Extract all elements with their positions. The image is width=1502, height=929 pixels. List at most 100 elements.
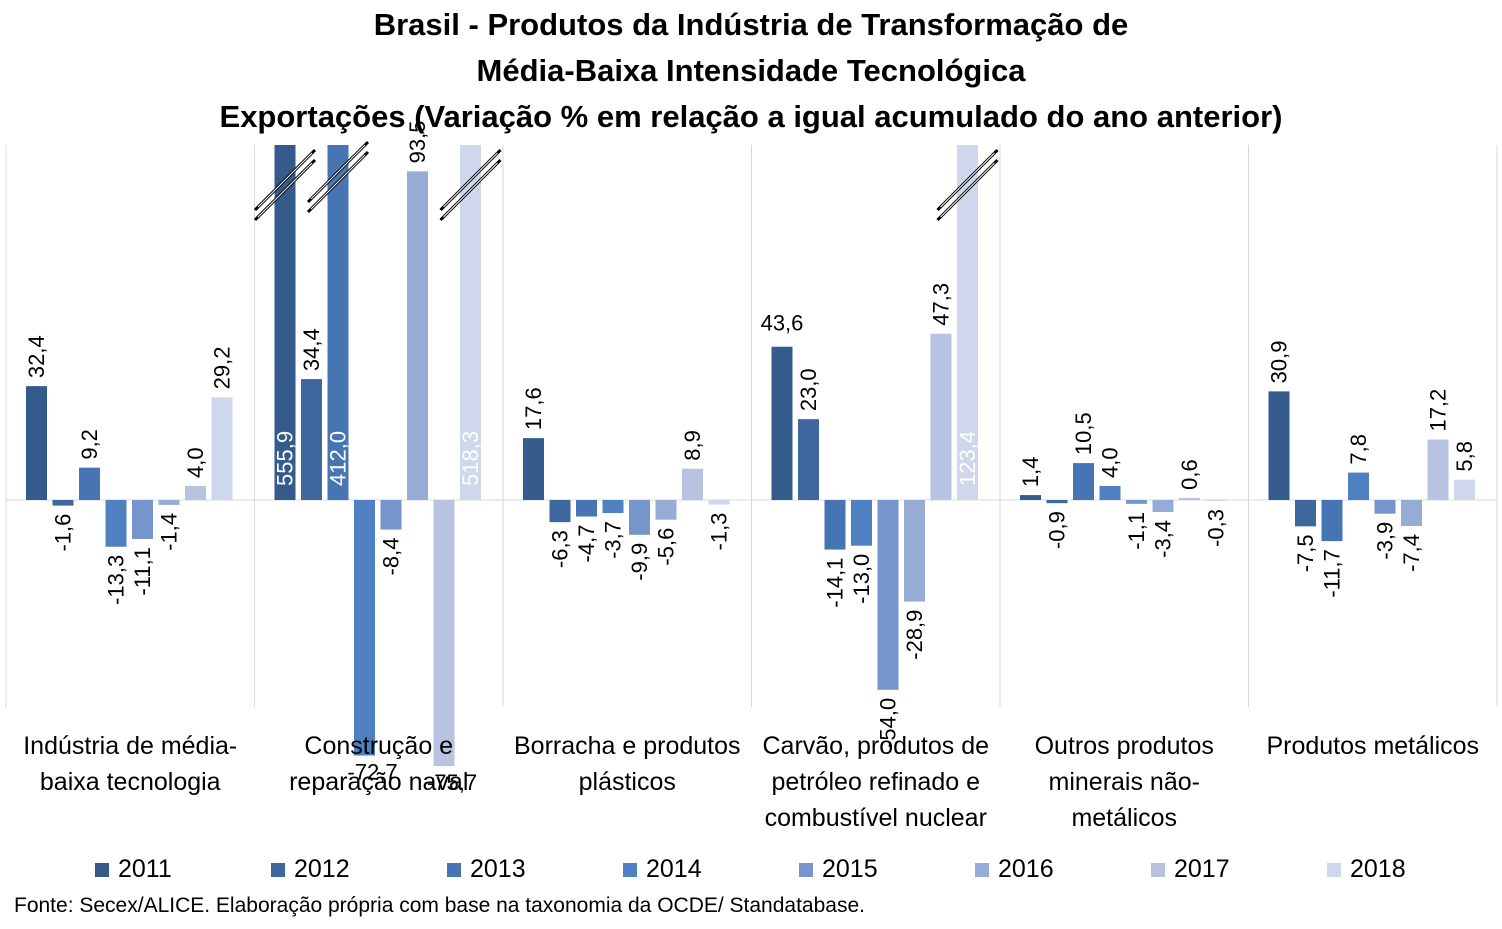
legend-swatch [1151,862,1165,877]
data-label: -75,7 [427,770,477,795]
data-label: -11,7 [1320,549,1345,598]
axis-break-mark-gap [257,162,313,218]
data-label: -6,3 [548,530,573,568]
data-label: -9,9 [627,543,652,581]
axis-break-mark-gap [443,152,498,208]
legend-label: 2013 [470,855,526,883]
legend-item: 2012 [271,855,447,884]
bar-2016-2 [655,500,677,520]
legend-swatch [975,862,989,877]
bar-2018-4 [1205,500,1227,502]
bar-2013-5 [1321,500,1343,542]
bar-2016-5 [1401,500,1422,527]
bar-2012-4 [1046,500,1068,504]
category-label: Produtos metálicos [1266,732,1479,760]
legend-label: 2018 [1350,855,1406,883]
legend-label: 2012 [294,855,350,883]
category-label: Indústria de média- [23,732,237,760]
bar-2016-3 [904,500,925,602]
category-label: plásticos [579,768,676,796]
bar-2014-4 [1099,485,1121,500]
data-label: 47,3 [929,283,954,326]
category-label: reparação naval [289,768,468,796]
bar-2015-2 [629,500,650,535]
category-label: minerais não- [1049,768,1200,796]
bar-2018-5 [1454,479,1475,500]
data-label: 4,0 [183,447,208,478]
legend-item: 2016 [975,855,1151,884]
data-label: -5,6 [654,528,679,566]
legend-item: 2014 [623,855,799,884]
bar-2014-2 [602,500,624,514]
data-label: 34,4 [299,328,324,371]
legend-swatch [95,862,109,877]
legend-item: 2011 [95,855,271,884]
category-label: baixa tecnologia [40,768,221,796]
axis-break-mark-gap [310,144,366,200]
data-label: 518,3 [458,431,483,486]
data-label: 0,6 [1177,459,1202,490]
data-label: 5,8 [1452,441,1477,472]
legend-label: 2014 [646,855,702,883]
bar-2012-5 [1295,500,1316,527]
data-label: 555,9 [273,431,298,486]
category-label: metálicos [1071,804,1177,832]
axis-break-mark-gap [940,152,995,208]
chart-title-line-1: Brasil - Produtos da Indústria de Transf… [373,7,1129,42]
category-label: Carvão, produtos de [762,732,989,760]
data-label: -8,4 [379,538,404,576]
chart-title-line-2: Média-Baixa Intensidade Tecnológica [476,53,1026,88]
bar-2015-3 [877,500,899,690]
legend-item: 2015 [799,855,975,884]
bar-2017-3 [930,333,952,500]
data-label: 1,4 [1018,456,1043,487]
legend-swatch [271,862,285,877]
legend-label: 2015 [822,855,878,883]
data-label: -3,9 [1373,522,1398,560]
data-label: 32,4 [24,335,49,378]
category-label: petróleo refinado e [772,768,980,796]
legend-swatch [799,862,813,877]
bar-2011-1 [274,145,296,500]
data-label: 4,0 [1098,447,1123,478]
bar-2013-4 [1073,463,1094,500]
legend-swatch [447,862,461,877]
chart-title-line-3: Exportações (Variação % em relação a igu… [219,99,1283,134]
legend: 2011 2012 2013 2014 2015 2016 2017 2018 [95,855,1502,884]
bar-2014-1 [354,500,375,756]
data-label: -28,9 [902,610,927,660]
data-label: -14,1 [823,558,848,608]
bar-2014-3 [851,500,872,546]
data-label: -13,0 [849,554,874,604]
bar-2011-2 [523,438,544,500]
bar-2012-3 [798,419,819,500]
data-label: -0,9 [1045,511,1070,549]
bar-2017-0 [185,485,206,500]
axis-break-mark-gap [443,162,498,218]
bar-2017-2 [682,468,703,500]
data-label: -13,3 [104,555,129,605]
legend-label: 2017 [1174,855,1230,883]
bar-2017-4 [1179,497,1200,500]
data-label: -1,3 [707,513,732,551]
legend-swatch [1327,862,1341,877]
bar-2017-5 [1427,439,1449,500]
bar-2013-2 [576,500,597,517]
bar-2014-5 [1348,472,1369,500]
bar-2015-4 [1126,500,1147,504]
data-label: 10,5 [1071,412,1096,455]
bar-2012-2 [549,500,571,523]
data-label: -1,1 [1124,512,1149,550]
bar-2013-1 [327,145,349,500]
legend-item: 2017 [1151,855,1327,884]
bar-2016-1 [407,171,428,500]
data-label: 8,9 [680,430,705,461]
data-label: 30,9 [1267,341,1292,384]
axis-break-mark-gap [940,162,995,218]
data-label: 43,6 [761,311,804,336]
bar-2016-4 [1152,500,1174,512]
data-label: -7,4 [1399,534,1424,572]
data-label: 123,4 [955,431,980,486]
data-label: 17,6 [521,387,546,430]
